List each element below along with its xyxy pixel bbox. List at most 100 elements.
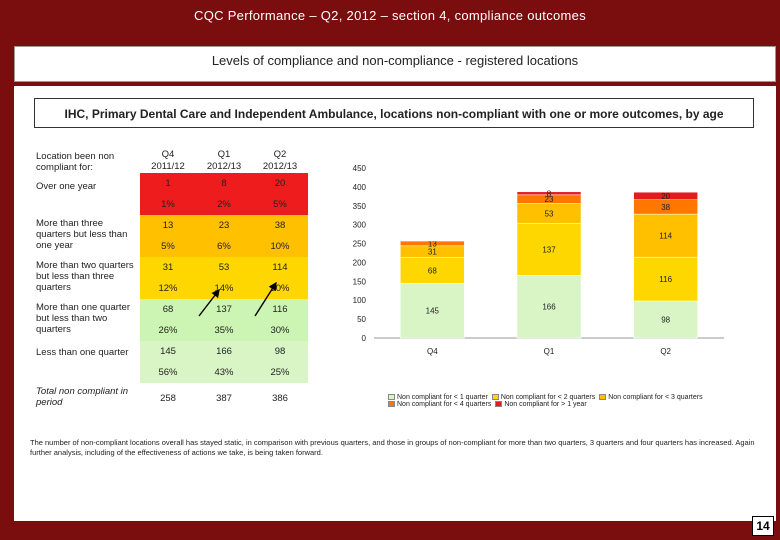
chart-heading: IHC, Primary Dental Care and Independent… <box>34 98 754 128</box>
table-cell: 20 <box>252 173 308 194</box>
y-tick-label: 50 <box>357 315 366 324</box>
data-label: 98 <box>661 315 670 324</box>
table-cell: 30% <box>252 320 308 341</box>
chart-legend: Non compliant for < 1 quarter Non complia… <box>386 394 726 408</box>
y-tick-label: 150 <box>353 277 367 286</box>
data-label: 145 <box>426 307 440 316</box>
data-label: 137 <box>542 245 556 254</box>
y-tick-label: 200 <box>353 258 367 267</box>
legend-item: Non compliant for < 3 quarters <box>597 394 703 401</box>
legend-item: Non compliant for < 2 quarters <box>490 394 595 401</box>
col-header-q1: Q1 2012/13 <box>206 148 242 172</box>
col-header-q4: Q4 2011/12 <box>151 148 185 172</box>
trend-arrow <box>198 288 220 317</box>
bar-segment <box>400 240 465 242</box>
table-cell: 23 <box>196 215 252 236</box>
y-tick-label: 100 <box>353 296 367 305</box>
row-label: Less than one quarter <box>36 347 129 358</box>
table-label-header: Location been non compliant for: <box>36 151 115 173</box>
legend-item: Non compliant for < 4 quarters <box>386 401 491 408</box>
legend-item: Non compliant for > 1 year <box>493 401 587 408</box>
page-title: CQC Performance – Q2, 2012 – section 4, … <box>194 8 586 23</box>
main-panel: IHC, Primary Dental Care and Independent… <box>14 86 776 521</box>
section-subtitle: Levels of compliance and non-compliance … <box>14 46 776 82</box>
table-cell: 137 <box>196 299 252 320</box>
data-label: 166 <box>542 303 556 312</box>
total-label: Total non compliant in period <box>36 386 129 408</box>
table-cell: 12% <box>140 278 196 299</box>
bar-segment <box>516 223 582 276</box>
y-tick-label: 250 <box>353 240 367 249</box>
table-cell: 1% <box>140 194 196 215</box>
table-cell: 35% <box>196 320 252 341</box>
data-label: 53 <box>545 210 554 219</box>
col-header-q2: Q2 2012/13 <box>262 148 298 172</box>
bar-segment <box>633 300 698 339</box>
data-label: 8 <box>547 189 552 198</box>
table-cell: 25% <box>252 362 308 383</box>
table-cell: 5% <box>140 236 196 257</box>
page-number: 14 <box>752 516 774 536</box>
table-cell: 98 <box>252 341 308 362</box>
legend-label: Non compliant for > 1 year <box>504 401 587 408</box>
table-cell: 56% <box>140 362 196 383</box>
legend-item: Non compliant for < 1 quarter <box>386 394 488 401</box>
y-tick-label: 400 <box>353 183 367 192</box>
y-tick-label: 450 <box>353 164 367 173</box>
table-cell: 14% <box>196 278 252 299</box>
trend-arrows <box>198 281 277 317</box>
legend-swatch <box>388 394 395 401</box>
table-cell: 114 <box>252 257 308 278</box>
data-label: 31 <box>428 248 437 257</box>
legend-swatch <box>388 401 395 408</box>
x-tick-label: Q1 <box>544 347 555 356</box>
row-label: More than two quarters but less than thr… <box>36 260 134 293</box>
bar-segment <box>516 275 582 339</box>
y-tick-label: 350 <box>353 202 367 211</box>
table-cell: 10% <box>252 236 308 257</box>
bar-segment <box>633 213 698 258</box>
total-cell: 387 <box>216 392 232 404</box>
legend-label: Non compliant for < 3 quarters <box>608 394 703 401</box>
bar-segment <box>633 256 698 302</box>
table-cell: 31 <box>140 257 196 278</box>
data-label: 13 <box>428 239 437 248</box>
table-cell: 145 <box>140 341 196 362</box>
x-tick-label: Q2 <box>660 347 671 356</box>
table-cell: 5% <box>252 194 308 215</box>
table-cell: 13 <box>140 215 196 236</box>
data-label: 20 <box>661 192 670 201</box>
table-cell: 6% <box>196 236 252 257</box>
row-label: Over one year <box>36 181 97 192</box>
table-cell: 2% <box>196 194 252 215</box>
total-cell: 386 <box>272 392 288 404</box>
bar-segment <box>400 257 465 284</box>
table-cell: 43% <box>196 362 252 383</box>
legend-swatch <box>495 401 503 408</box>
table-cell: 38 <box>252 215 308 236</box>
table-cell: 116 <box>252 299 308 320</box>
table-cell: 8 <box>196 173 252 194</box>
compliance-table: Location been non compliant for: Q4 2011/… <box>34 148 308 413</box>
table-cell: 1 <box>140 173 196 194</box>
data-label: 116 <box>659 275 672 284</box>
table-cell: 68 <box>140 299 196 320</box>
legend-swatch <box>599 394 607 401</box>
total-cell: 258 <box>160 392 176 404</box>
trend-arrow <box>254 281 277 317</box>
table-cell: 30% <box>252 278 308 299</box>
x-tick-label: Q4 <box>427 347 438 356</box>
data-label: 68 <box>428 266 437 275</box>
commentary-note: The number of non-compliant locations ov… <box>30 438 755 457</box>
data-label: 114 <box>659 232 672 241</box>
table-cell: 53 <box>196 257 252 278</box>
legend-label: Non compliant for < 2 quarters <box>500 394 596 401</box>
bar-segment <box>633 191 698 200</box>
y-tick-label: 300 <box>353 221 367 230</box>
data-label: 38 <box>661 203 670 212</box>
y-tick-label: 0 <box>362 334 367 343</box>
table-cell: 166 <box>196 341 252 362</box>
bar-segment <box>516 191 582 196</box>
data-label: 23 <box>545 195 554 204</box>
